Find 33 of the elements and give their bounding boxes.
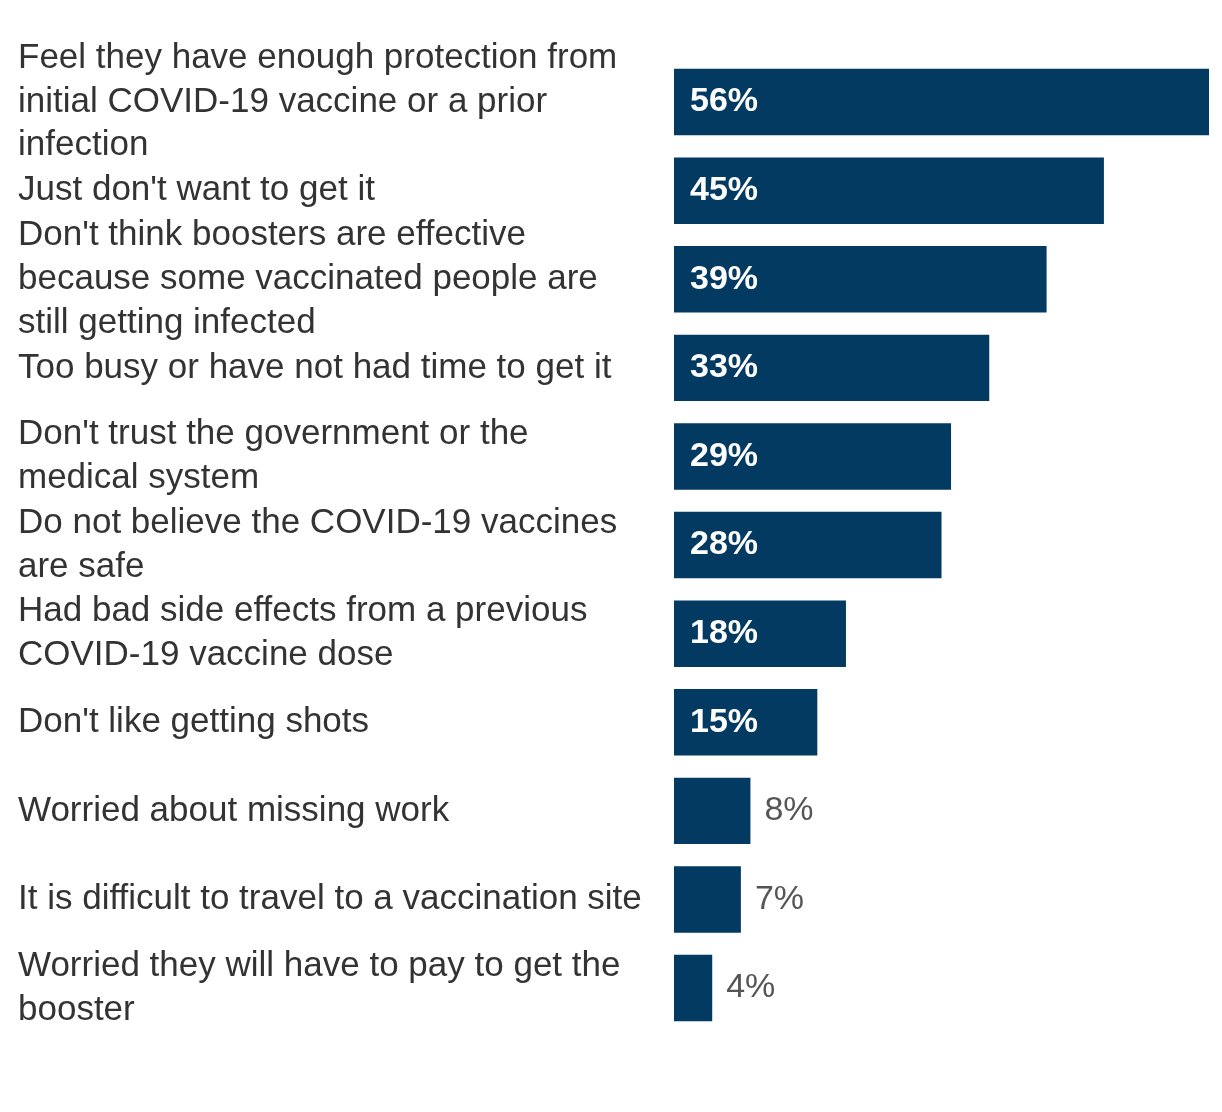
y-tick-label: Don't like getting shots [18, 699, 370, 739]
bar [674, 954, 713, 1022]
bar [674, 511, 942, 579]
bar [674, 689, 818, 756]
bar [674, 157, 1104, 224]
data-label: 4% [726, 966, 776, 1005]
y-tick-label: Don't think boosters are effective because some vaccinated people are still getting infected [18, 213, 598, 340]
y-tick-label: Feel they have enough protection from initial COVID-19 vaccine or a prior infection [18, 35, 618, 163]
data-label: 45% [690, 169, 759, 208]
data-label: 7% [754, 877, 805, 916]
y-tick-label: Don't trust the government or the medical system [18, 412, 529, 495]
bar [674, 866, 741, 933]
y-tick-label: Worried they will have to pay to get the booster [18, 943, 621, 1027]
data-label: 8% [764, 789, 814, 828]
bar [674, 246, 1047, 313]
y-tick-label: Had bad side effects from a previous COVID-19 vaccine dose [18, 589, 588, 673]
data-label: 33% [690, 346, 759, 385]
bar [674, 777, 751, 845]
data-label: 29% [690, 434, 759, 473]
data-label: 18% [690, 612, 759, 651]
bar [674, 600, 846, 667]
y-tick-label: Do not believe the COVID-19 vaccines are safe [18, 500, 618, 584]
y-tick-label: Just don't want to get it [18, 168, 376, 208]
y-tick-label: Worried about missing work [18, 788, 450, 828]
bar [674, 68, 1209, 136]
y-tick-label: It is difficult to travel to a vaccination site [18, 877, 642, 917]
y-tick-label: Too busy or have not had time to get it [18, 345, 612, 385]
bar [674, 423, 952, 490]
bar [674, 334, 990, 402]
data-label: 56% [690, 80, 759, 119]
data-label: 39% [690, 257, 759, 296]
data-label: 15% [690, 700, 759, 739]
data-label: 28% [690, 523, 759, 562]
